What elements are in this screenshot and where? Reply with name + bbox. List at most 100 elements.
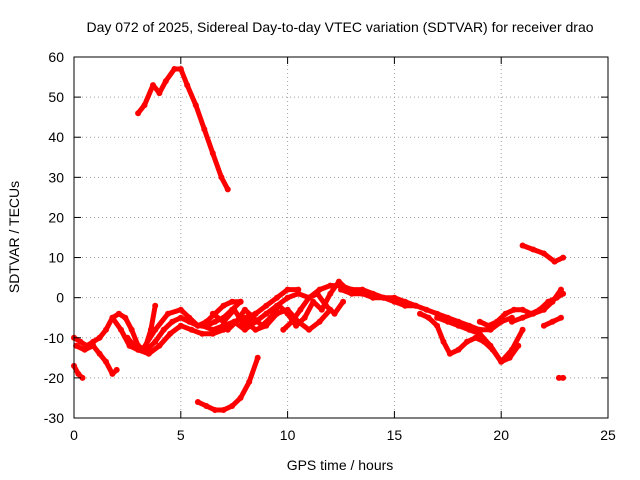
data-point-arc-21 [560,374,567,381]
data-point-arc-13 [280,326,287,333]
data-point-arc-10 [273,294,280,301]
data-point-arc-17 [511,306,517,313]
data-point-arc-1 [224,186,231,193]
data-point-arc-20 [558,314,564,321]
data-point-arc-8 [229,403,236,409]
data-point-arc-18 [549,298,556,305]
data-point-arc-18 [530,310,537,317]
y-tick-label: -30 [44,410,64,426]
data-point-arc-16 [434,314,441,321]
x-tick-label: 25 [600,427,616,443]
data-point-arc-11 [233,318,240,325]
data-point-arc-6 [135,346,142,353]
data-point-arc-6 [124,334,131,341]
data-point-arc-8 [237,394,244,401]
data-point-arc-15 [417,310,423,317]
data-point-arc-1 [150,82,156,89]
data-point-arc-19 [519,242,526,249]
data-point-arc-2 [79,374,86,381]
data-point-arc-17 [519,306,526,313]
data-point-arc-15 [425,314,432,321]
data-point-arc-18 [508,318,515,325]
data-point-arc-14 [402,298,409,305]
data-point-arc-7 [203,318,210,325]
data-point-arc-13 [323,302,329,309]
data-point-arc-5 [160,326,167,333]
y-tick-labels: -30 -20 -10 0 10 20 30 40 50 60 [44,49,64,426]
data-point-arc-11 [250,314,257,321]
data-point-arc-1 [156,90,163,97]
data-point-arc-1 [218,174,225,181]
data-point-arc-14 [423,306,430,313]
y-tick-label: 30 [48,169,64,185]
data-point-arc-14 [370,294,376,301]
data-point-arc-11 [301,314,308,321]
data-point-arc-14 [391,294,398,301]
data-point-arc-16 [444,318,451,325]
data-point-arc-13 [288,318,295,325]
data-point-arc-10 [284,286,291,293]
data-point-arc-18 [540,306,547,313]
data-point-arc-12 [273,310,280,317]
data-point-arc-9 [241,326,248,333]
data-point-arc-10 [231,306,238,313]
data-point-arc-1 [177,66,184,72]
y-axis-title: SDTVAR / TECUs [6,181,22,293]
data-point-arc-9 [263,310,270,317]
data-point-arc-8 [220,407,227,413]
data-point-arc-6 [167,330,174,337]
data-point-arc-3 [122,314,129,321]
data-point-arc-7 [194,322,201,329]
y-tick-label: 20 [48,209,64,225]
data-point-arc-7 [186,314,193,321]
data-point-arc-9 [199,322,206,329]
data-point-arc-16 [498,358,505,365]
data-point-arc-9 [295,290,302,297]
data-point-arc-11 [318,306,325,313]
data-point-arc-10 [263,302,270,309]
x-tick-label: 15 [387,427,403,443]
data-point-arc-16 [466,326,473,333]
data-point-arc-2 [75,370,82,377]
y-tick-label: -20 [44,370,64,386]
data-point-arc-17 [476,318,483,325]
data-point-arc-12 [295,318,302,325]
data-point-arc-8 [194,399,201,405]
data-point-arc-5 [212,318,218,325]
data-point-arc-4 [109,370,116,377]
data-point-arc-14 [380,294,387,301]
data-point-arc-3 [96,334,103,341]
data-point-arc-5 [109,314,116,321]
y-tick-label: 0 [56,290,64,306]
x-tick-label: 20 [493,427,509,443]
x-axis-title: GPS time / hours [287,457,394,473]
data-point-arc-1 [209,150,216,157]
data-point-arc-8 [212,407,218,413]
data-point-arc-13 [297,306,304,313]
data-point-arc-11 [241,306,248,313]
data-point-arc-3 [152,302,159,309]
y-tick-label: 50 [48,89,64,105]
data-point-arc-18 [519,314,526,321]
series-line-arc-18 [509,287,564,325]
data-point-arc-1 [135,110,142,117]
data-point-arc-16 [487,342,494,349]
data-point-arc-16 [508,346,515,353]
data-point-arc-14 [359,290,366,297]
data-point-arc-10 [220,318,227,325]
data-point-arc-7 [139,346,146,353]
plot-frame [73,56,609,419]
y-tick-label: 40 [48,129,64,145]
data-point-arc-9 [209,326,216,333]
data-point-arc-3 [103,326,109,333]
data-point-arc-5 [177,314,184,321]
data-point-arc-8 [254,354,261,361]
data-point-arc-15 [440,338,447,345]
data-point-arc-10 [209,310,216,317]
data-point-arc-19 [540,250,547,257]
data-point-arc-4 [113,366,120,373]
data-point-arc-9 [359,286,366,293]
data-point-arc-6 [177,322,184,329]
data-point-arc-5 [152,338,159,345]
